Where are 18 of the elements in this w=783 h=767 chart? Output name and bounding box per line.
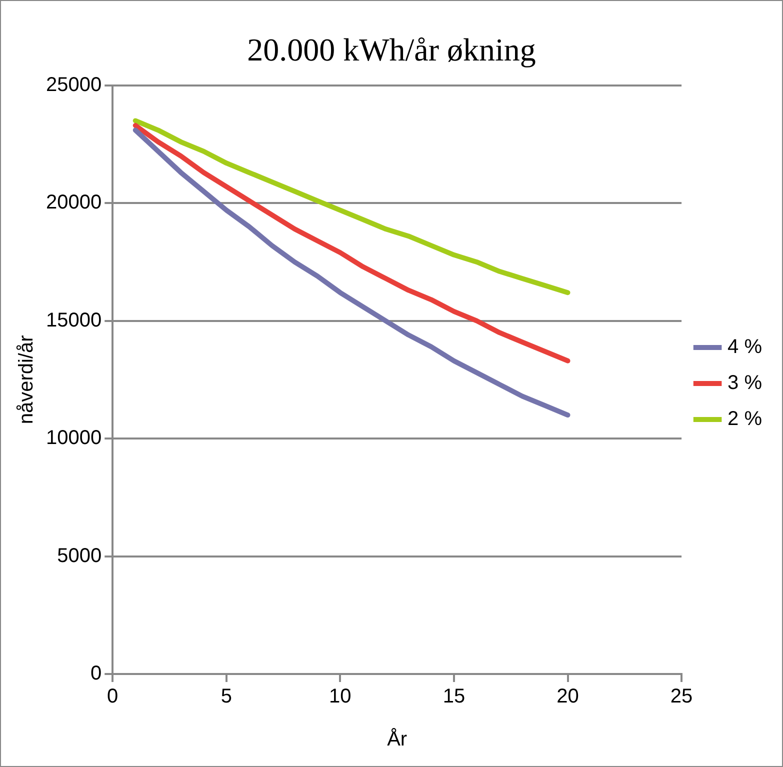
y-tick-label: 20000 <box>46 192 102 214</box>
legend-label: 2 % <box>728 408 762 430</box>
y-axis-title: nåverdi/år <box>16 334 38 424</box>
x-tick-label: 5 <box>220 686 232 708</box>
x-tick-label: 25 <box>670 686 693 708</box>
legend-label: 4 % <box>728 336 762 358</box>
x-axis-title: År <box>387 728 408 751</box>
y-tick-label: 10000 <box>46 427 102 450</box>
y-tick-label: 25000 <box>46 74 102 96</box>
y-tick-label: 0 <box>90 662 102 685</box>
x-tick-label: 10 <box>329 686 352 708</box>
y-tick-label: 5000 <box>57 544 102 567</box>
x-tick-label: 15 <box>442 686 466 708</box>
x-tick-label: 20 <box>556 686 579 708</box>
x-tick-label: 0 <box>107 686 118 708</box>
legend-label: 3 % <box>728 372 762 394</box>
chart-title: 20.000 kWh/år økning <box>247 32 536 68</box>
y-tick-label: 15000 <box>46 309 102 332</box>
